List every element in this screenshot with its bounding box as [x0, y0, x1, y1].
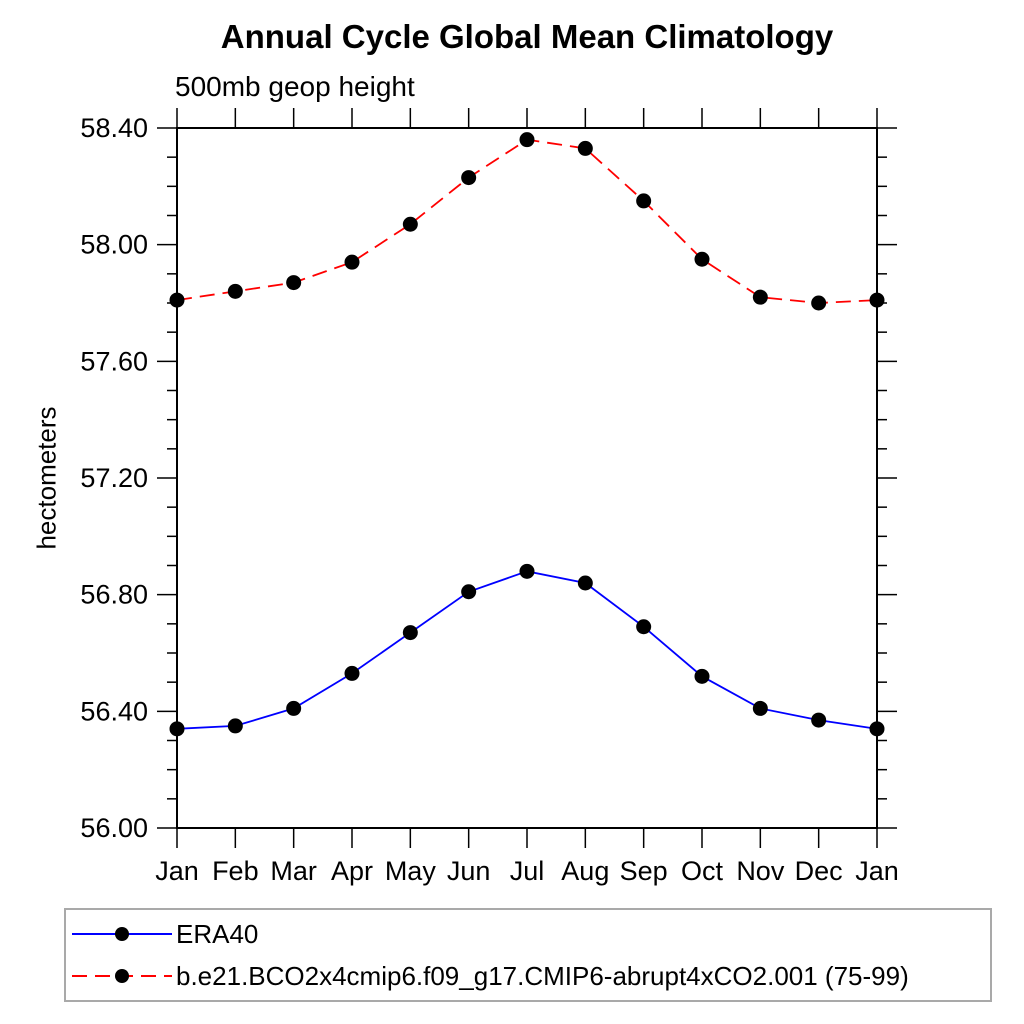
x-tick-label: Jul: [510, 856, 545, 886]
x-tick-label: Apr: [331, 856, 373, 886]
y-axis-label: hectometers: [31, 406, 62, 550]
data-point: [577, 140, 593, 156]
data-point: [169, 721, 185, 737]
x-tick-label: Oct: [681, 856, 724, 886]
data-point: [869, 721, 885, 737]
data-point: [286, 275, 302, 291]
legend-label-model: b.e21.BCO2x4cmip6.f09_g17.CMIP6-abrupt4x…: [176, 960, 909, 991]
data-point: [694, 668, 710, 684]
x-tick-label: May: [385, 856, 437, 886]
x-tick-label: Sep: [620, 856, 668, 886]
data-point: [402, 625, 418, 641]
series-line-era40: [176, 570, 878, 730]
data-point: [286, 700, 302, 716]
chart-subtitle: 500mb geop height: [175, 71, 415, 102]
data-point: [752, 700, 768, 716]
data-point: [752, 289, 768, 305]
x-tick-label: Jun: [447, 856, 491, 886]
data-point: [694, 251, 710, 267]
chart-title: Annual Cycle Global Mean Climatology: [220, 18, 834, 55]
y-tick-label: 56.40: [80, 696, 148, 726]
legend-item-model: b.e21.BCO2x4cmip6.f09_g17.CMIP6-abrupt4x…: [70, 955, 990, 997]
y-tick-label: 57.20: [80, 463, 148, 493]
x-tick-label: Jan: [155, 856, 199, 886]
data-point: [344, 254, 360, 270]
legend-item-era40: ERA40: [70, 913, 990, 955]
data-point: [811, 295, 827, 311]
y-tick-label: 58.00: [80, 230, 148, 260]
series-line-model: [176, 138, 878, 304]
data-point: [344, 665, 360, 681]
x-tick-label: Jan: [855, 856, 899, 886]
data-point: [519, 563, 535, 579]
x-tick-label: Aug: [561, 856, 609, 886]
data-point: [169, 292, 185, 308]
data-point: [577, 575, 593, 591]
data-point: [461, 170, 477, 186]
series-markers-model: [169, 132, 885, 311]
data-point: [636, 193, 652, 209]
axis-ticks: [157, 108, 897, 848]
legend-line-sample-solid: [72, 927, 172, 941]
legend-marker-dot: [115, 969, 129, 983]
legend-label-era40: ERA40: [176, 918, 259, 949]
series-markers-era40: [169, 563, 885, 737]
x-tick-label: Mar: [270, 856, 317, 886]
data-point: [636, 619, 652, 635]
data-point: [227, 283, 243, 299]
plot-frame: [176, 127, 878, 829]
y-tick-label: 56.80: [80, 580, 148, 610]
data-point: [519, 132, 535, 148]
x-tick-label: Nov: [736, 856, 785, 886]
data-point: [402, 216, 418, 232]
y-tick-label: 56.00: [80, 813, 148, 843]
x-tick-label: Feb: [212, 856, 259, 886]
axis-tick-labels: 56.00 56.40 56.80 57.20 57.60 58.00 58.40 Jan Fe…: [80, 113, 898, 886]
data-point: [461, 584, 477, 600]
data-point: [869, 292, 885, 308]
legend: ERA40 b.e21.BCO2x4cmip6.f09_g17.CMIP6-ab…: [64, 908, 992, 1002]
legend-line-sample-dashed: [72, 969, 172, 983]
y-tick-label: 58.40: [80, 113, 148, 143]
data-point: [811, 712, 827, 728]
y-tick-label: 57.60: [80, 346, 148, 376]
legend-marker-dot: [115, 927, 129, 941]
data-point: [227, 718, 243, 734]
x-tick-label: Dec: [795, 856, 843, 886]
